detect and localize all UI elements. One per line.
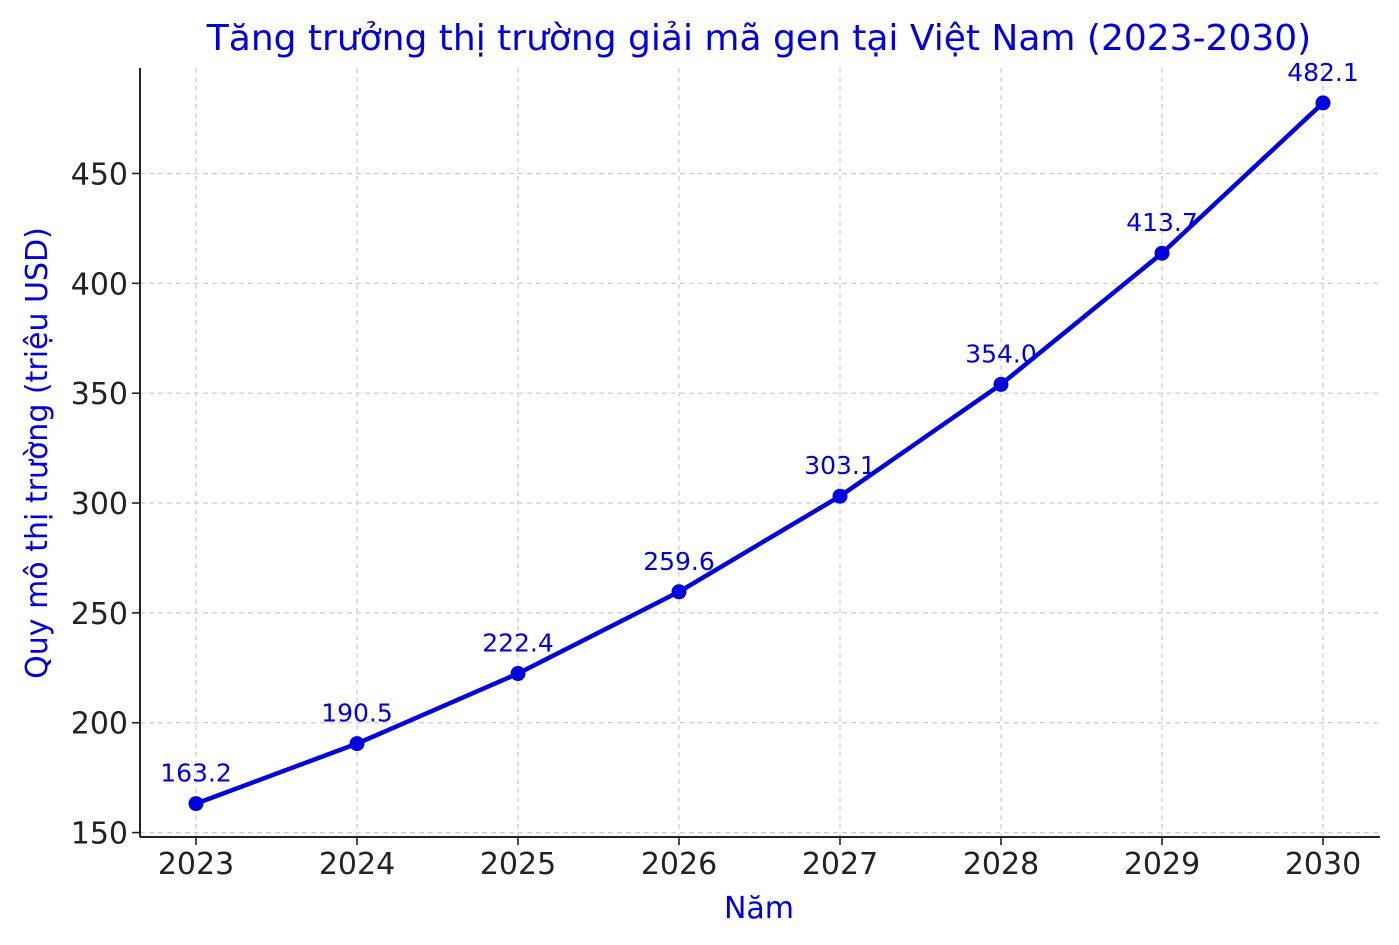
data-point (671, 584, 687, 600)
y-tick-label: 300 (71, 487, 128, 522)
data-point (188, 796, 204, 812)
series: 163.2 190.5 222.4 259.6 303.1 354.0 413.7 482.1 (160, 58, 1359, 812)
data-point (1154, 245, 1170, 261)
axes (139, 68, 1380, 838)
data-point (510, 666, 526, 682)
data-point (832, 488, 848, 504)
data-point (1315, 95, 1331, 111)
y-tick-label: 400 (71, 267, 128, 302)
x-tick-label: 2029 (1124, 847, 1200, 882)
chart-title: Tăng trưởng thị trường giải mã gen tại V… (206, 18, 1311, 59)
data-label: 354.0 (965, 339, 1037, 368)
x-tick-label: 2028 (963, 847, 1039, 882)
data-label: 190.5 (321, 699, 393, 728)
x-tick-label: 2030 (1285, 847, 1361, 882)
x-axis-label: Năm (724, 891, 794, 926)
grid (140, 68, 1380, 837)
data-label: 303.1 (804, 451, 876, 480)
y-tick-label: 200 (71, 707, 128, 742)
series-line (195, 101, 1325, 806)
data-label: 259.6 (643, 547, 715, 576)
y-tick-label: 150 (71, 817, 128, 852)
y-tick-label: 450 (71, 157, 128, 192)
x-tick-label: 2024 (319, 847, 395, 882)
y-axis-label: Quy mô thị trường (triệu USD) (20, 227, 55, 679)
data-label: 482.1 (1287, 58, 1359, 87)
y-tick-label: 250 (71, 597, 128, 632)
x-tick-label: 2026 (641, 847, 717, 882)
x-tick-label: 2027 (802, 847, 878, 882)
data-point (993, 376, 1009, 392)
x-tick-label: 2023 (158, 847, 234, 882)
data-label: 222.4 (482, 629, 554, 658)
data-point (349, 736, 365, 752)
ticks: 2023 2024 2025 2026 2027 2028 2029 2030 150 200 25… (71, 157, 1361, 882)
y-tick-label: 350 (71, 377, 128, 412)
x-tick-label: 2025 (480, 847, 556, 882)
data-label: 163.2 (160, 759, 232, 788)
data-label: 413.7 (1126, 208, 1198, 237)
